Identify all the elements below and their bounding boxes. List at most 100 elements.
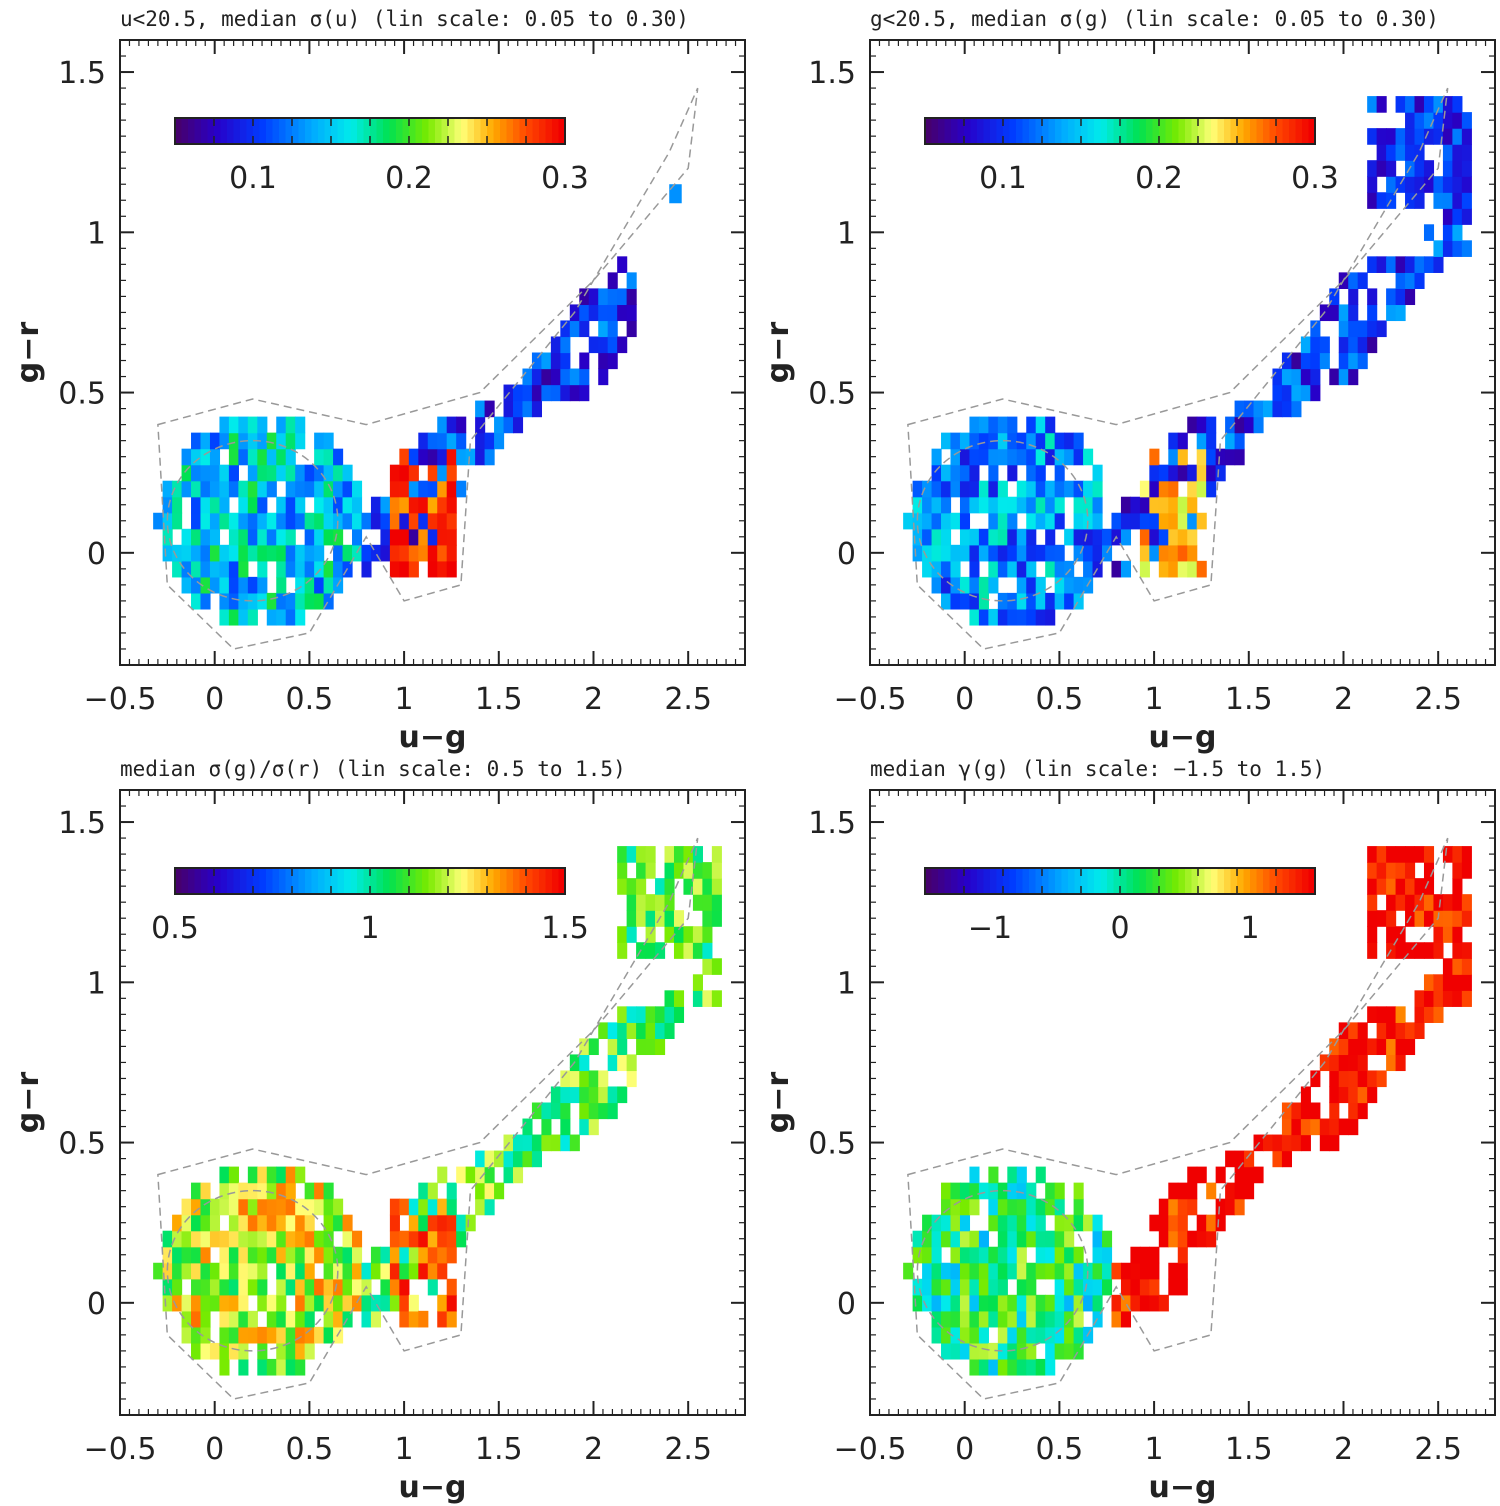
heatmap-cell [1338,336,1349,354]
heatmap-cell [560,352,571,370]
heatmap-cell [1405,144,1416,161]
heatmap-cell [969,1342,980,1360]
heatmap-cell [333,560,344,578]
heatmap-cell [1120,496,1132,514]
heatmap-cell [1007,560,1018,578]
heatmap-cell [1423,256,1435,273]
heatmap-cell [191,560,202,578]
heatmap-cell [238,1246,249,1264]
heatmap-cell [200,448,211,466]
heatmap-cell [922,1214,933,1232]
heatmap-cell [969,528,980,546]
heatmap-cell [247,480,258,498]
colorbar-segment [1282,118,1290,144]
heatmap-cell [969,1246,980,1264]
heatmap-cell [1244,416,1255,434]
heatmap-cell [446,432,457,450]
heatmap-cell [1206,416,1217,434]
heatmap-cell [512,400,524,418]
heatmap-cell [978,1310,989,1328]
colorbar-segment [467,868,475,894]
heatmap-cell [266,512,277,530]
colorbar-segment [944,868,952,894]
heatmap-cell [997,560,1008,578]
heatmap-cell [1007,544,1018,562]
heatmap-cell [978,1230,989,1248]
heatmap-cell [304,576,315,594]
heatmap-cell [181,1262,192,1280]
heatmap-cell [941,1278,952,1296]
colorbar-tick-label: 0.2 [1135,161,1183,196]
heatmap-cell [560,1134,571,1152]
heatmap-cell [465,1166,476,1184]
colorbar-segment [1094,868,1102,894]
heatmap-cell [997,528,1008,546]
heatmap-cell [247,544,258,562]
heatmap-cell [389,1198,400,1216]
heatmap-cell [323,576,334,594]
heatmap-cell [446,480,457,498]
colorbar-segment [1035,868,1043,894]
density-contours [157,837,699,1400]
heatmap-cell [456,448,467,466]
heatmap-cell [969,432,980,450]
heatmap-cell [257,416,268,434]
colorbar-segment [1133,118,1141,144]
heatmap-cell [560,336,571,354]
colorbar-segment [305,118,313,144]
heatmap-cell [959,1294,971,1312]
heatmap-cell [645,862,656,879]
heatmap-cell [1206,1182,1217,1200]
colorbar-segment [1295,118,1303,144]
heatmap-cell [1376,1022,1387,1039]
heatmap-cell [941,528,952,546]
heatmap-cell [550,1102,561,1120]
heatmap-cell [408,496,419,514]
heatmap-cell [446,528,457,546]
heatmap-cell [1367,862,1378,879]
heatmap-cell [295,416,306,434]
heatmap-cell [1442,144,1453,161]
heatmap-cell [389,512,400,530]
colorbar-segment [983,868,991,894]
heatmap-cell [579,288,590,306]
heatmap-cell [304,1230,315,1248]
heatmap-cell [1120,1310,1132,1328]
heatmap-cell [219,1310,230,1328]
heatmap-cell [1405,942,1416,959]
heatmap-cell [1026,528,1037,546]
colorbar-segment [337,118,345,144]
heatmap-cell [969,1262,980,1280]
heatmap-cell [997,544,1008,562]
heatmap-cell [569,1070,580,1088]
y-axis: 00.511.5 [808,55,1495,650]
heatmap-cell [389,1214,400,1232]
heatmap-cell [941,1198,952,1216]
heatmap-cell [172,512,183,530]
heatmap-cell [1234,1150,1245,1168]
heatmap-cell [1064,432,1075,450]
heatmap-cell [484,400,495,418]
heatmap-cell [1405,1038,1416,1056]
heatmap-cell [1395,926,1406,943]
heatmap-cell [219,496,230,514]
heatmap-cell [1319,352,1330,370]
heatmap-cell [314,432,325,450]
heatmap-cell [626,894,637,911]
heatmap-cell [1461,894,1472,911]
heatmap-cell [1045,432,1056,450]
colorbar-segment [513,868,521,894]
colorbar-segment [227,118,235,144]
heatmap-cell [1338,352,1349,370]
heatmap-cell [950,560,961,578]
heatmap-cell [617,1006,628,1023]
inner-contour [916,439,1089,602]
heatmap-cell [1149,448,1160,466]
heatmap-cell [446,464,457,482]
heatmap-cell [1461,112,1472,129]
heatmap-cell [1338,1118,1349,1136]
heatmap-cell [988,544,999,562]
heatmap-cell [702,990,713,1007]
heatmap-cell [655,1038,666,1056]
heatmap-cell [1035,432,1046,450]
